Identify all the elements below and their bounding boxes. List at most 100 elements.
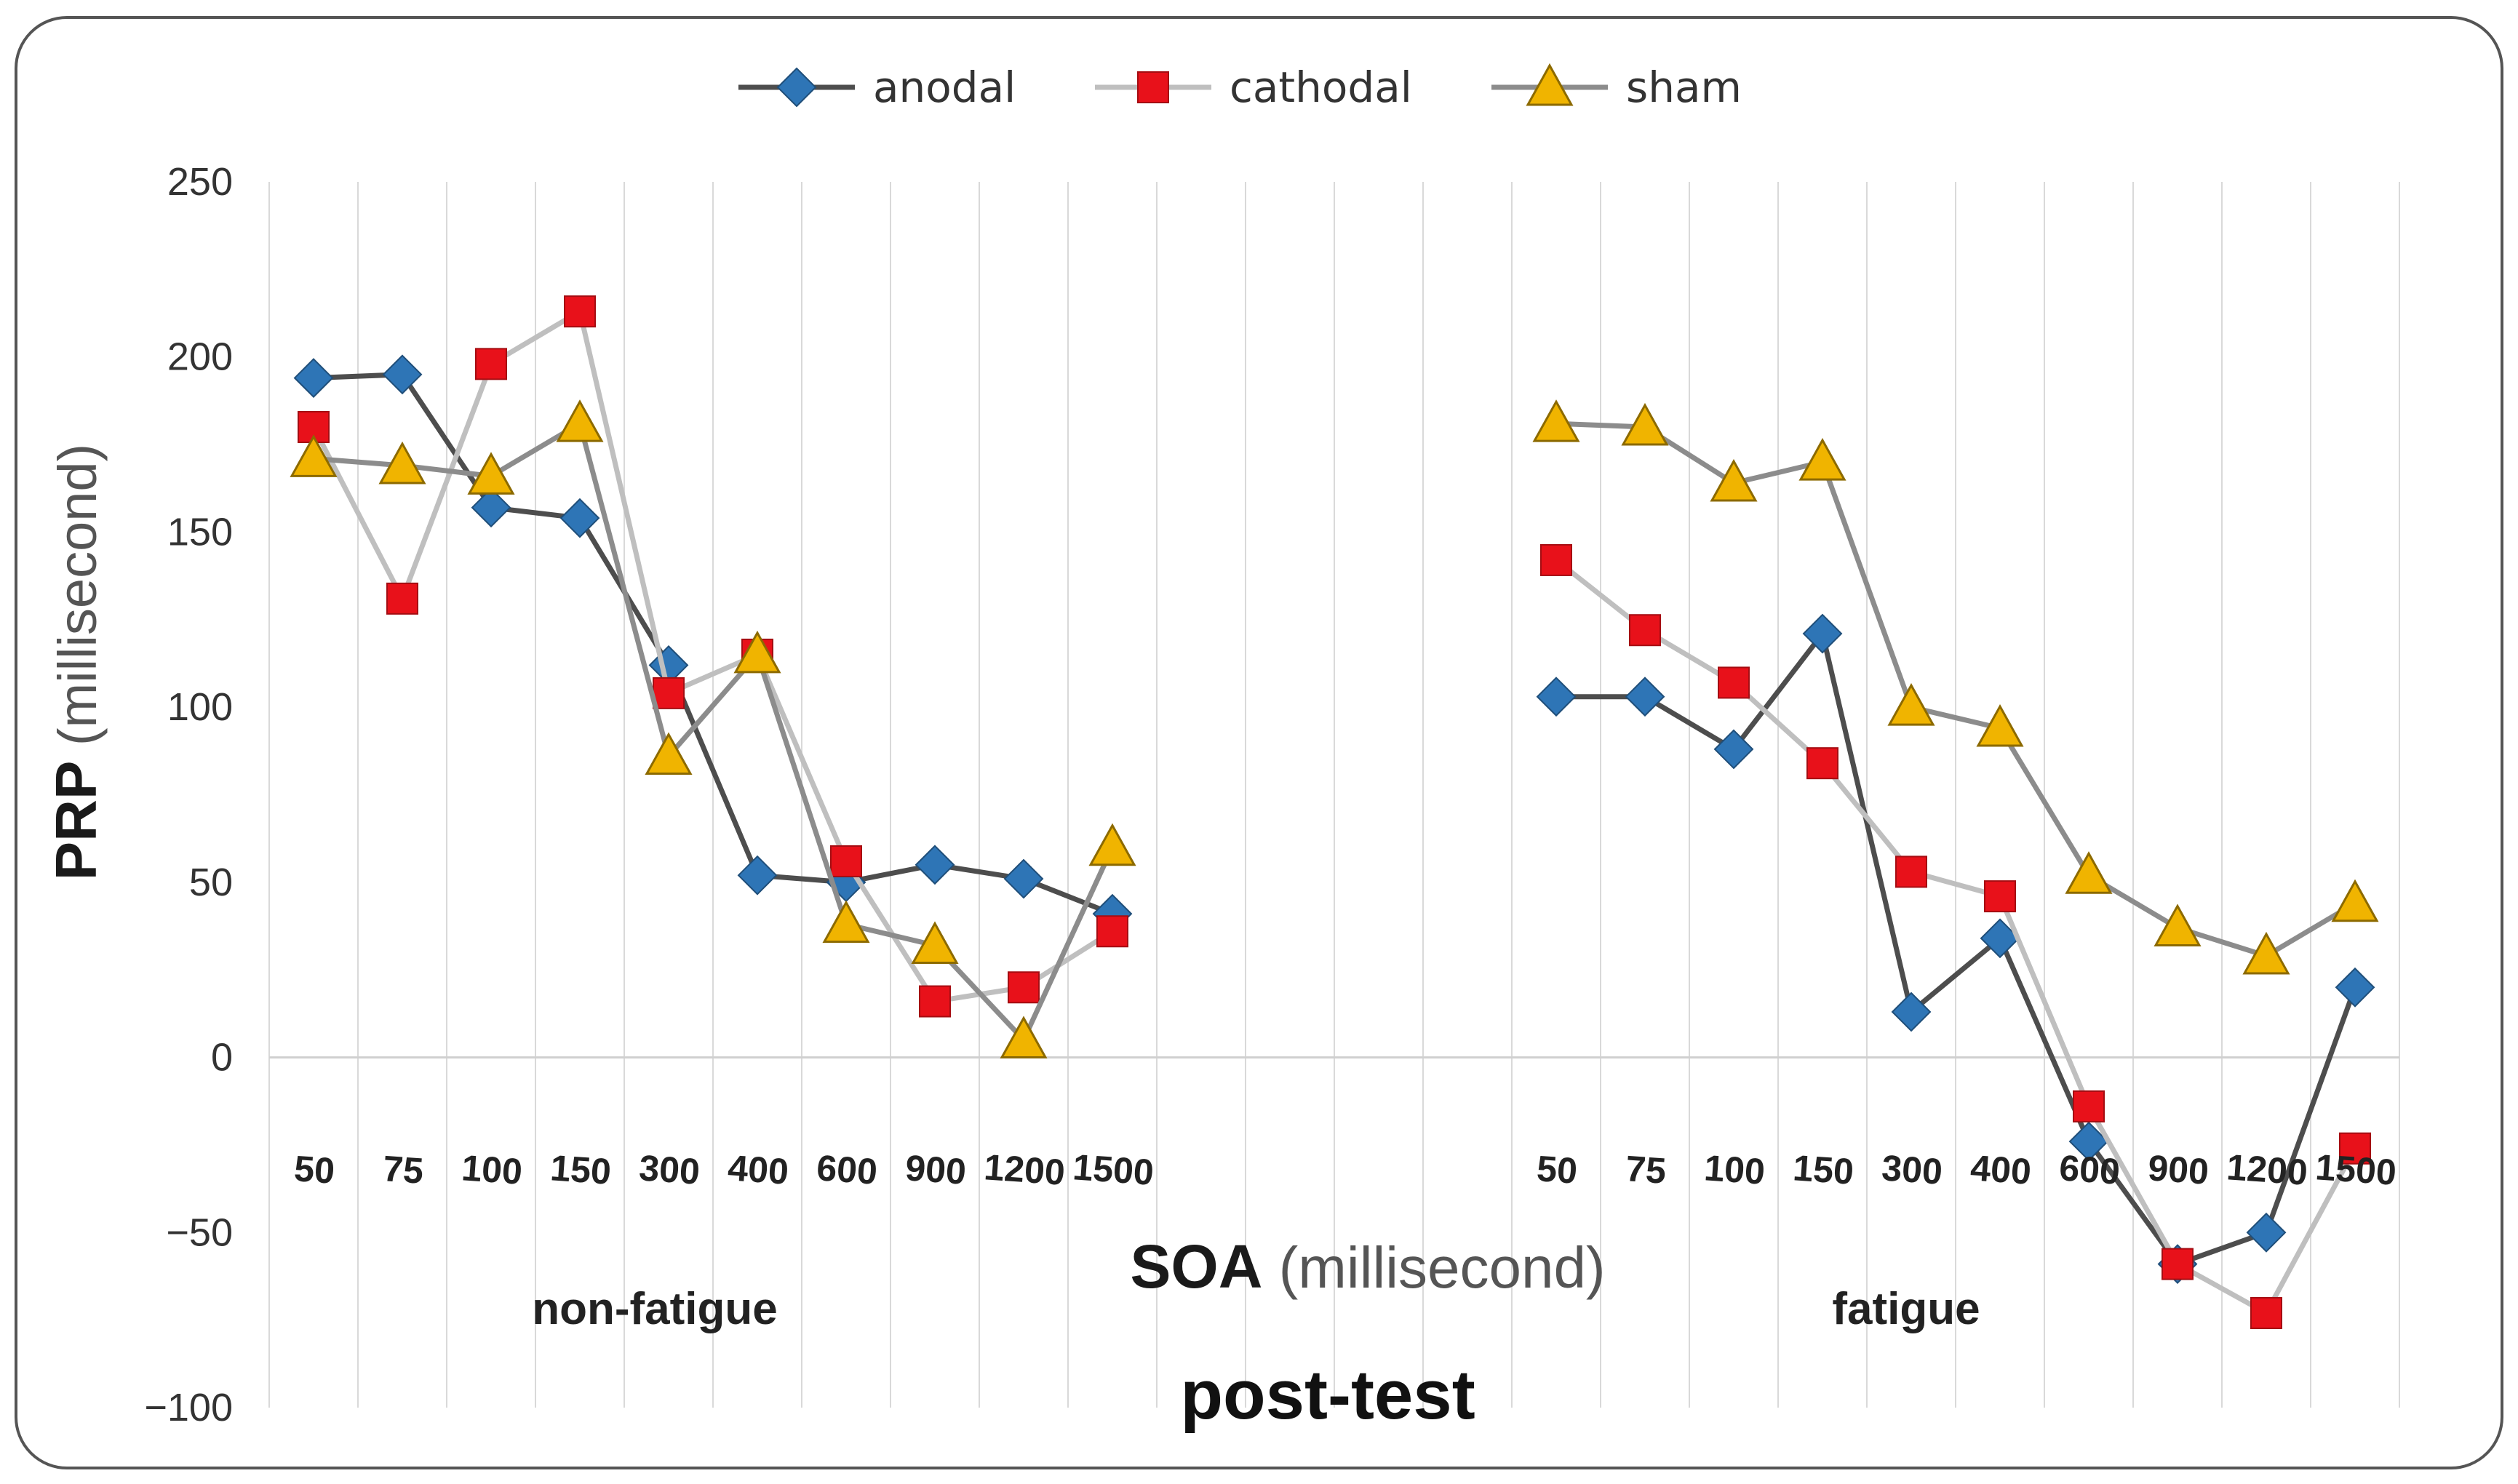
- marker-sham: [911, 921, 959, 965]
- marker-cathodal: [1540, 543, 1572, 576]
- marker-anodal: [1891, 992, 1932, 1032]
- marker-anodal: [737, 855, 778, 895]
- x-tick-label: 1200: [2226, 1146, 2309, 1193]
- marker-cathodal: [1008, 971, 1040, 1004]
- x-tick-label: 50: [1535, 1148, 1578, 1192]
- marker-anodal: [1003, 858, 1044, 899]
- marker-cathodal: [2162, 1248, 2194, 1280]
- marker-sham: [1088, 823, 1136, 866]
- y-axis-title-bold: PRP: [44, 761, 108, 881]
- marker-sham: [1976, 703, 2024, 747]
- x-tick-label: 150: [1792, 1147, 1855, 1192]
- marker-cathodal: [919, 985, 951, 1018]
- y-tick-label: −100: [144, 1386, 233, 1429]
- marker-anodal: [2068, 1121, 2109, 1162]
- marker-sham: [1526, 63, 1574, 106]
- marker-anodal: [293, 358, 334, 399]
- marker-cathodal: [1096, 915, 1128, 948]
- marker-anodal: [471, 487, 511, 528]
- marker-sham: [1798, 438, 1846, 481]
- legend-label-cathodal: cathodal: [1230, 63, 1412, 112]
- x-tick-label: 300: [638, 1147, 701, 1192]
- marker-cathodal: [1895, 855, 1927, 888]
- marker-cathodal: [1806, 747, 1838, 780]
- y-tick-label: −50: [166, 1210, 233, 1254]
- x-tick-label: 400: [727, 1147, 790, 1192]
- marker-cathodal: [1984, 880, 2016, 913]
- y-tick-label: 100: [167, 685, 233, 729]
- x-tick-label: 50: [292, 1148, 335, 1192]
- marker-sham: [290, 434, 338, 477]
- x-tick-label: 400: [1969, 1147, 2033, 1192]
- x-tick-label: 150: [549, 1147, 613, 1192]
- series-layer: [290, 295, 2379, 1330]
- marker-sham: [733, 630, 781, 674]
- marker-sham: [1710, 458, 1758, 502]
- marker-anodal: [1802, 613, 1843, 654]
- line-sham: [1555, 420, 2356, 959]
- marker-sham: [2331, 879, 2379, 922]
- marker-cathodal: [2339, 1132, 2371, 1165]
- marker-cathodal: [2250, 1297, 2282, 1330]
- marker-anodal: [776, 67, 817, 108]
- x-tick-label: 100: [461, 1147, 524, 1192]
- x-tick-label: 600: [816, 1147, 879, 1192]
- gridlines: [268, 182, 2400, 1408]
- marker-sham: [2154, 903, 2202, 946]
- marker-cathodal: [564, 295, 596, 328]
- marker-cathodal: [1137, 71, 1169, 103]
- y-axis-title: PRP (millisecond): [44, 444, 108, 880]
- y-tick-label: 0: [211, 1036, 233, 1080]
- legend-label-sham: sham: [1626, 63, 1742, 112]
- marker-anodal: [1713, 729, 1754, 770]
- y-tick-label: 150: [167, 510, 233, 554]
- line-sham: [313, 420, 1115, 1042]
- x-tick-label: 900: [2147, 1147, 2210, 1192]
- line-cathodal: [1554, 558, 2358, 1316]
- group-label-non-fatigue: non-fatigue: [532, 1284, 778, 1334]
- marker-anodal: [1625, 677, 1665, 717]
- chart-title: post-test: [1180, 1356, 1475, 1434]
- x-tick-label: 75: [381, 1148, 424, 1192]
- line-anodal: [313, 372, 1114, 917]
- x-tick-label: 600: [2058, 1147, 2121, 1192]
- line-anodal: [1556, 631, 2358, 1267]
- marker-sham: [378, 441, 426, 484]
- marker-sham: [467, 452, 515, 495]
- marker-anodal: [559, 498, 600, 538]
- y-axis-ticks: 250 200 150 100 50 0 −50 −100: [144, 160, 233, 1429]
- x-tick-label: 1500: [1072, 1146, 1155, 1193]
- y-axis-title-rest: (millisecond): [47, 444, 108, 761]
- legend-item-anodal: anodal: [738, 63, 1016, 112]
- legend: anodal cathodal sham: [738, 63, 1742, 112]
- marker-cathodal: [386, 582, 418, 615]
- marker-cathodal: [1718, 666, 1750, 699]
- marker-sham: [2242, 931, 2290, 975]
- marker-cathodal: [1629, 614, 1661, 647]
- marker-cathodal: [830, 845, 862, 877]
- marker-anodal: [1536, 677, 1577, 717]
- legend-item-cathodal: cathodal: [1095, 63, 1412, 112]
- group-label-fatigue: fatigue: [1832, 1284, 1980, 1334]
- marker-anodal: [382, 354, 423, 395]
- x-tick-label: 100: [1703, 1147, 1766, 1192]
- marker-sham: [1887, 683, 1935, 726]
- x-tick-label: 1200: [983, 1146, 1067, 1193]
- x-tick-label: 1500: [2314, 1146, 2398, 1193]
- marker-sham: [1621, 402, 1669, 446]
- y-tick-label: 200: [167, 335, 233, 379]
- y-tick-label: 50: [189, 861, 233, 904]
- series-sham: [290, 399, 2379, 1058]
- marker-anodal: [915, 845, 955, 885]
- chart-border: [15, 16, 2503, 1469]
- y-tick-label: 250: [167, 160, 233, 204]
- marker-cathodal: [653, 677, 685, 709]
- x-axis-title: SOA (millisecond): [1130, 1232, 1605, 1301]
- marker-sham: [556, 399, 604, 442]
- x-axis-title-bold: SOA: [1130, 1232, 1262, 1301]
- marker-sham: [2065, 851, 2113, 894]
- legend-item-sham: sham: [1491, 63, 1742, 112]
- x-tick-label: 300: [1881, 1147, 1944, 1192]
- marker-sham: [1532, 399, 1580, 442]
